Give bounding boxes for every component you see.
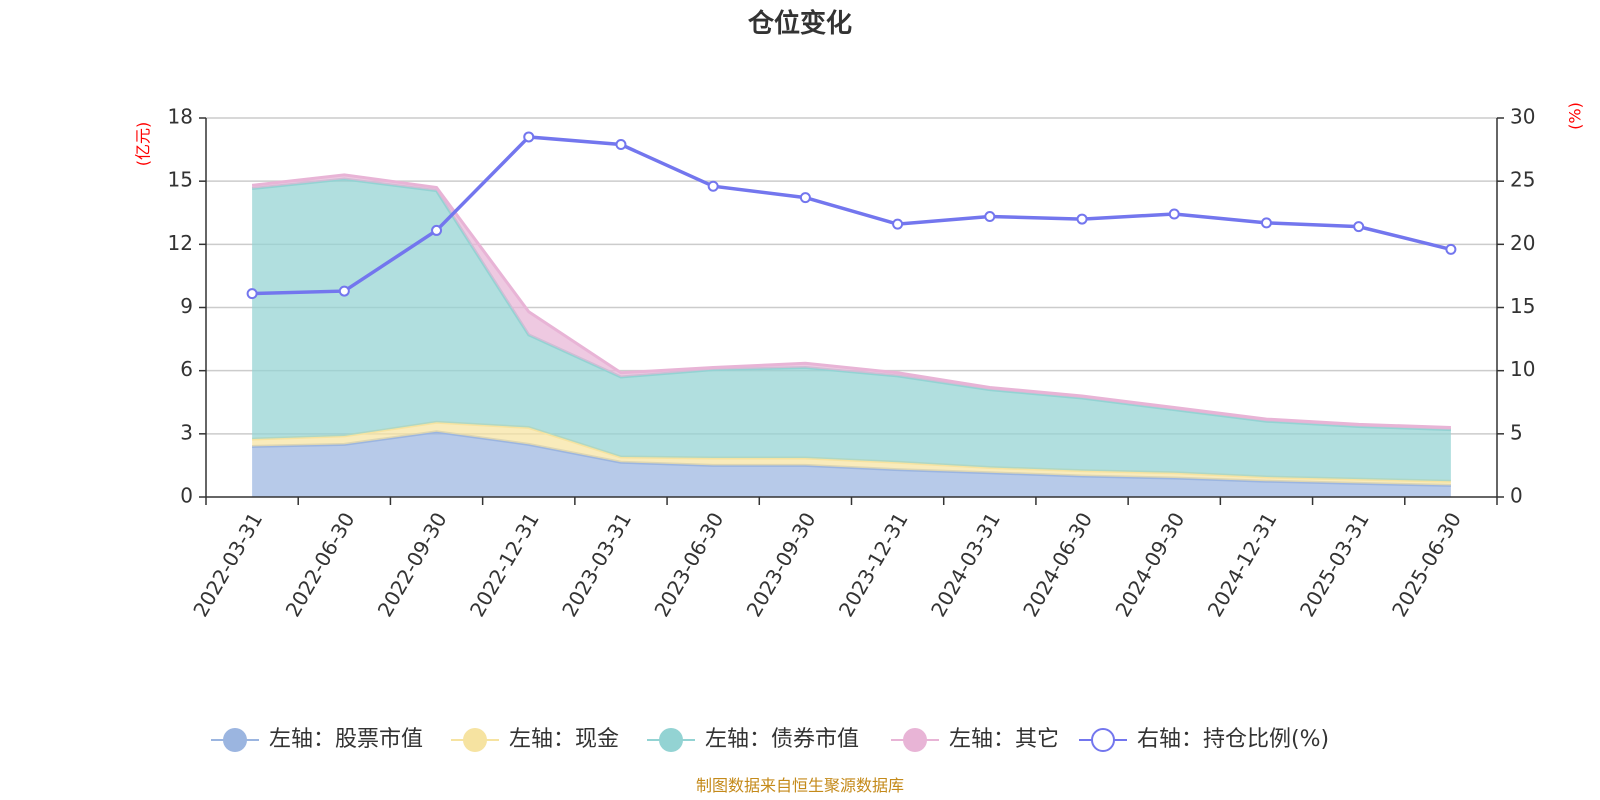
area-series-2 bbox=[252, 422, 1451, 486]
x-axis-tick-label: 2024-12-31 bbox=[1203, 508, 1282, 621]
position-ratio-point bbox=[1353, 221, 1365, 233]
x-axis-tick-label: 2022-06-30 bbox=[281, 508, 360, 621]
legend-item: 左轴：现金 bbox=[451, 727, 619, 752]
legend-label: 左轴：债券市值 bbox=[705, 727, 859, 752]
stacked-areas bbox=[251, 173, 1451, 497]
area-series-3 bbox=[252, 179, 1451, 482]
left-axis-tick-label: 15 bbox=[168, 168, 193, 192]
left-axis-unit: (亿元) bbox=[134, 122, 153, 167]
x-axis-tick-label: 2022-03-31 bbox=[188, 508, 267, 621]
left-axis-tick-label: 12 bbox=[168, 231, 193, 255]
x-axis-tick-label: 2025-06-30 bbox=[1387, 508, 1466, 621]
position-ratio-point bbox=[984, 211, 996, 223]
position-ratio-point bbox=[799, 192, 811, 204]
position-ratio-point bbox=[431, 224, 443, 236]
legend-item: 右轴：持仓比例(%) bbox=[1079, 727, 1329, 752]
area-series-4-edge bbox=[251, 173, 1451, 430]
legend-label: 左轴：其它 bbox=[949, 727, 1059, 752]
right-axis-tick-label: 5 bbox=[1510, 420, 1523, 444]
legend-marker bbox=[1091, 728, 1115, 752]
source-note: 制图数据来自恒生聚源数据库 bbox=[696, 776, 904, 795]
position-ratio-point bbox=[523, 131, 535, 143]
x-axis-tick-label: 2025-03-31 bbox=[1295, 508, 1374, 621]
position-ratio-point bbox=[1168, 208, 1180, 220]
legend-item: 左轴：其它 bbox=[891, 727, 1059, 752]
x-axis-tick-label: 2024-03-31 bbox=[926, 508, 1005, 621]
position-ratio-point bbox=[707, 180, 719, 192]
legend-marker bbox=[223, 728, 247, 752]
legend-marker bbox=[659, 728, 683, 752]
left-axis-tick-label: 3 bbox=[180, 420, 193, 444]
position-ratio-point bbox=[246, 288, 258, 300]
x-axis-tick-label: 2022-12-31 bbox=[465, 508, 544, 621]
position-ratio-point bbox=[1445, 243, 1457, 255]
x-axis-tick-label: 2024-09-30 bbox=[1110, 508, 1189, 621]
right-axis-unit: (%) bbox=[1566, 102, 1585, 130]
position-ratio-point bbox=[1260, 217, 1272, 229]
x-axis-tick-label: 2022-09-30 bbox=[373, 508, 452, 621]
right-axis-tick-label: 15 bbox=[1510, 294, 1535, 318]
x-axis-tick-label: 2024-06-30 bbox=[1018, 508, 1097, 621]
right-axis-tick-label: 20 bbox=[1510, 231, 1535, 255]
left-axis-tick-label: 9 bbox=[180, 294, 193, 318]
legend-item: 左轴：债券市值 bbox=[647, 727, 859, 752]
area-series-1 bbox=[252, 431, 1451, 497]
legend-item: 左轴：股票市值 bbox=[211, 727, 423, 752]
legend-label: 右轴：持仓比例(%) bbox=[1137, 727, 1329, 752]
legend-label: 左轴：股票市值 bbox=[269, 727, 423, 752]
legend: 左轴：股票市值 左轴：现金 左轴：债券市值 左轴：其它 右轴：持仓比例(%) bbox=[211, 727, 1329, 752]
left-axis-tick-label: 0 bbox=[180, 484, 193, 508]
x-axis-tick-label: 2023-09-30 bbox=[742, 508, 821, 621]
right-axis-tick-label: 30 bbox=[1510, 105, 1535, 129]
right-axis-tick-label: 10 bbox=[1510, 357, 1535, 381]
chart-title: 仓位变化 bbox=[747, 8, 852, 39]
right-axis-tick-label: 0 bbox=[1510, 484, 1523, 508]
position-ratio-line bbox=[246, 131, 1457, 300]
position-ratio-point bbox=[338, 285, 350, 297]
legend-label: 左轴：现金 bbox=[509, 727, 619, 752]
left-axis-tick-label: 6 bbox=[180, 357, 193, 381]
left-axis-tick-label: 18 bbox=[168, 105, 193, 129]
x-axis-tick-label: 2023-12-31 bbox=[834, 508, 913, 621]
position-ratio-line-path bbox=[252, 135, 1452, 296]
x-axis-tick-label: 2023-03-31 bbox=[557, 508, 636, 621]
legend-marker bbox=[903, 728, 927, 752]
right-axis-tick-label: 25 bbox=[1510, 168, 1535, 192]
position-ratio-point bbox=[615, 139, 627, 151]
position-ratio-point bbox=[892, 218, 904, 230]
position-ratio-point bbox=[1076, 213, 1088, 225]
legend-marker bbox=[463, 728, 487, 752]
x-axis-tick-label: 2023-06-30 bbox=[649, 508, 728, 621]
